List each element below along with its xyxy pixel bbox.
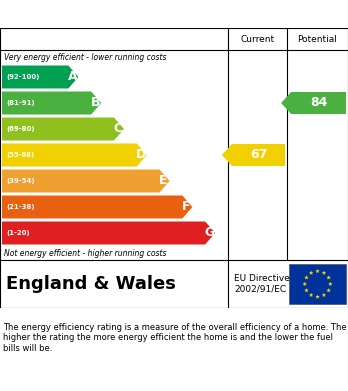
Polygon shape bbox=[304, 288, 309, 292]
Polygon shape bbox=[309, 271, 313, 275]
Polygon shape bbox=[322, 293, 326, 297]
Text: Energy Efficiency Rating: Energy Efficiency Rating bbox=[10, 7, 213, 22]
Text: Potential: Potential bbox=[298, 34, 338, 43]
Text: A: A bbox=[68, 70, 77, 84]
Text: 67: 67 bbox=[250, 149, 267, 161]
Polygon shape bbox=[2, 170, 169, 192]
Text: (21-38): (21-38) bbox=[6, 204, 34, 210]
Polygon shape bbox=[2, 118, 124, 140]
Text: G: G bbox=[204, 226, 214, 240]
Polygon shape bbox=[281, 92, 346, 114]
Polygon shape bbox=[322, 271, 326, 275]
Polygon shape bbox=[2, 221, 215, 244]
Polygon shape bbox=[222, 144, 285, 166]
Text: B: B bbox=[90, 97, 100, 109]
Polygon shape bbox=[309, 293, 313, 297]
Text: England & Wales: England & Wales bbox=[6, 275, 176, 293]
FancyBboxPatch shape bbox=[289, 264, 346, 304]
Text: 84: 84 bbox=[310, 97, 327, 109]
Text: Very energy efficient - lower running costs: Very energy efficient - lower running co… bbox=[4, 52, 166, 61]
Polygon shape bbox=[304, 275, 309, 280]
Text: (69-80): (69-80) bbox=[6, 126, 34, 132]
Polygon shape bbox=[326, 275, 331, 280]
Polygon shape bbox=[326, 288, 331, 292]
Text: Current: Current bbox=[240, 34, 275, 43]
Text: D: D bbox=[136, 149, 146, 161]
Polygon shape bbox=[328, 282, 333, 286]
Polygon shape bbox=[315, 269, 320, 273]
Polygon shape bbox=[2, 91, 101, 115]
Polygon shape bbox=[315, 294, 320, 299]
Text: (39-54): (39-54) bbox=[6, 178, 34, 184]
Text: The energy efficiency rating is a measure of the overall efficiency of a home. T: The energy efficiency rating is a measur… bbox=[3, 323, 347, 353]
Text: C: C bbox=[113, 122, 122, 136]
Text: F: F bbox=[182, 201, 191, 213]
Polygon shape bbox=[302, 282, 307, 286]
Text: (92-100): (92-100) bbox=[6, 74, 39, 80]
Text: Not energy efficient - higher running costs: Not energy efficient - higher running co… bbox=[4, 249, 166, 258]
Polygon shape bbox=[2, 143, 147, 167]
Polygon shape bbox=[2, 66, 78, 88]
Text: (55-68): (55-68) bbox=[6, 152, 34, 158]
Polygon shape bbox=[2, 196, 192, 219]
Text: (1-20): (1-20) bbox=[6, 230, 30, 236]
Text: E: E bbox=[159, 174, 168, 188]
Text: (81-91): (81-91) bbox=[6, 100, 34, 106]
Text: EU Directive
2002/91/EC: EU Directive 2002/91/EC bbox=[234, 274, 290, 294]
